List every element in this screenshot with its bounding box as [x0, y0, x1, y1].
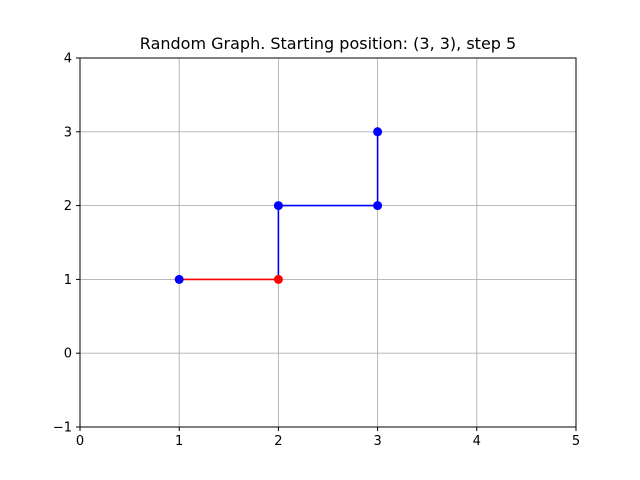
y-tick-label: 0: [64, 347, 72, 362]
chart-title: Random Graph. Starting position: (3, 3),…: [140, 34, 516, 53]
data-point: [174, 274, 184, 284]
data-point: [273, 201, 283, 211]
data-point: [273, 274, 283, 284]
y-tick-label: −1: [53, 421, 72, 436]
plot-frame: [79, 57, 577, 428]
points-layer: [174, 127, 383, 284]
y-tick-label: 3: [64, 125, 72, 140]
x-tick-label: 5: [572, 434, 580, 449]
y-tick-label: 2: [64, 199, 72, 214]
series-line: [277, 131, 379, 280]
x-tick-label: 2: [274, 434, 282, 449]
x-tick-label: 0: [76, 434, 84, 449]
data-point: [373, 127, 383, 137]
y-tick-label: 1: [64, 273, 72, 288]
grid: [79, 57, 577, 428]
series-layer: [179, 131, 379, 281]
x-tick-label: 3: [373, 434, 381, 449]
x-axis-ticks: 0 1 2 3 4 5: [76, 427, 580, 449]
x-tick-label: 4: [473, 434, 481, 449]
x-tick-label: 1: [175, 434, 183, 449]
y-tick-label: 4: [64, 52, 72, 67]
y-axis-ticks: −1 0 1 2 3 4: [53, 52, 80, 436]
data-point: [373, 201, 383, 211]
